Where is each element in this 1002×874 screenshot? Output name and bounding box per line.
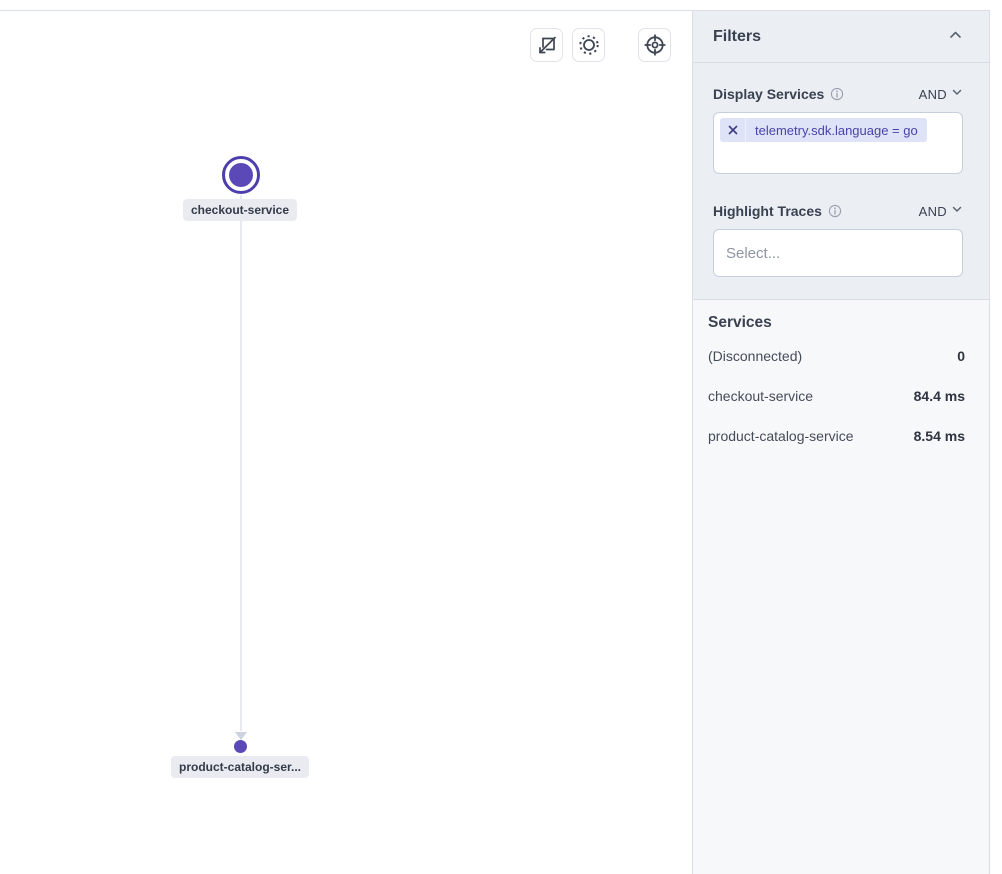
filters-panel: Filters Display Services [693, 11, 989, 300]
node-checkout-service[interactable] [222, 156, 260, 194]
pulse-radius-icon [578, 34, 600, 56]
node-label-checkout-service[interactable]: checkout-service [182, 199, 298, 221]
service-value: 84.4 ms [913, 388, 965, 404]
pulse-radius-button[interactable] [572, 28, 605, 62]
top-divider [0, 10, 990, 11]
service-value: 0 [957, 348, 965, 364]
fit-view-button[interactable] [530, 28, 563, 62]
filters-header: Filters [693, 11, 989, 63]
graph-canvas[interactable]: checkout-service product-catalog-ser... [0, 11, 692, 874]
center-target-icon [643, 34, 666, 56]
info-icon[interactable] [828, 204, 842, 218]
service-value: 8.54 ms [913, 428, 965, 444]
service-name: (Disconnected) [708, 348, 803, 364]
display-services-input[interactable]: telemetry.sdk.language = go [713, 112, 963, 174]
filters-body: Display Services AND [693, 63, 989, 299]
highlight-traces-operator-dropdown[interactable]: AND [919, 202, 963, 220]
highlight-traces-label: Highlight Traces [713, 203, 822, 219]
remove-filter-button[interactable] [720, 118, 746, 142]
highlight-traces-input[interactable]: Select... [713, 229, 963, 277]
center-target-button[interactable] [638, 28, 671, 62]
operator-label: AND [918, 86, 947, 102]
collapse-filters-button[interactable] [948, 28, 963, 45]
node-checkout-service-core [229, 163, 253, 187]
display-services-label: Display Services [713, 86, 825, 102]
service-name: product-catalog-service [708, 428, 854, 444]
filter-chip: telemetry.sdk.language = go [720, 118, 927, 142]
node-product-catalog-service[interactable] [234, 740, 247, 753]
highlight-traces-row: Highlight Traces AND [713, 202, 963, 220]
edge-checkout-to-product [240, 195, 242, 731]
services-title: Services [708, 314, 772, 331]
info-icon[interactable] [830, 87, 844, 101]
select-placeholder: Select... [726, 244, 781, 262]
service-row-disconnected[interactable]: (Disconnected) 0 [708, 336, 965, 376]
fit-view-icon [536, 34, 558, 56]
service-row-checkout-service[interactable]: checkout-service 84.4 ms [708, 376, 965, 416]
edge-arrowhead-icon [235, 732, 247, 740]
services-panel: Services (Disconnected) 0 checkout-servi… [693, 300, 989, 456]
operator-label: AND [918, 203, 947, 219]
service-name: checkout-service [708, 388, 814, 404]
chevron-down-icon [951, 85, 963, 103]
filters-title: Filters [713, 27, 762, 45]
service-row-product-catalog-service[interactable]: product-catalog-service 8.54 ms [708, 416, 965, 456]
sidebar: Filters Display Services [692, 11, 990, 874]
close-icon [728, 123, 738, 138]
node-label-product-catalog-service[interactable]: product-catalog-ser... [170, 756, 310, 778]
chevron-down-icon [951, 202, 963, 220]
filter-chip-text: telemetry.sdk.language = go [755, 122, 918, 138]
display-services-row: Display Services AND [713, 85, 963, 103]
display-services-operator-dropdown[interactable]: AND [919, 85, 963, 103]
chevron-up-icon [948, 28, 963, 45]
